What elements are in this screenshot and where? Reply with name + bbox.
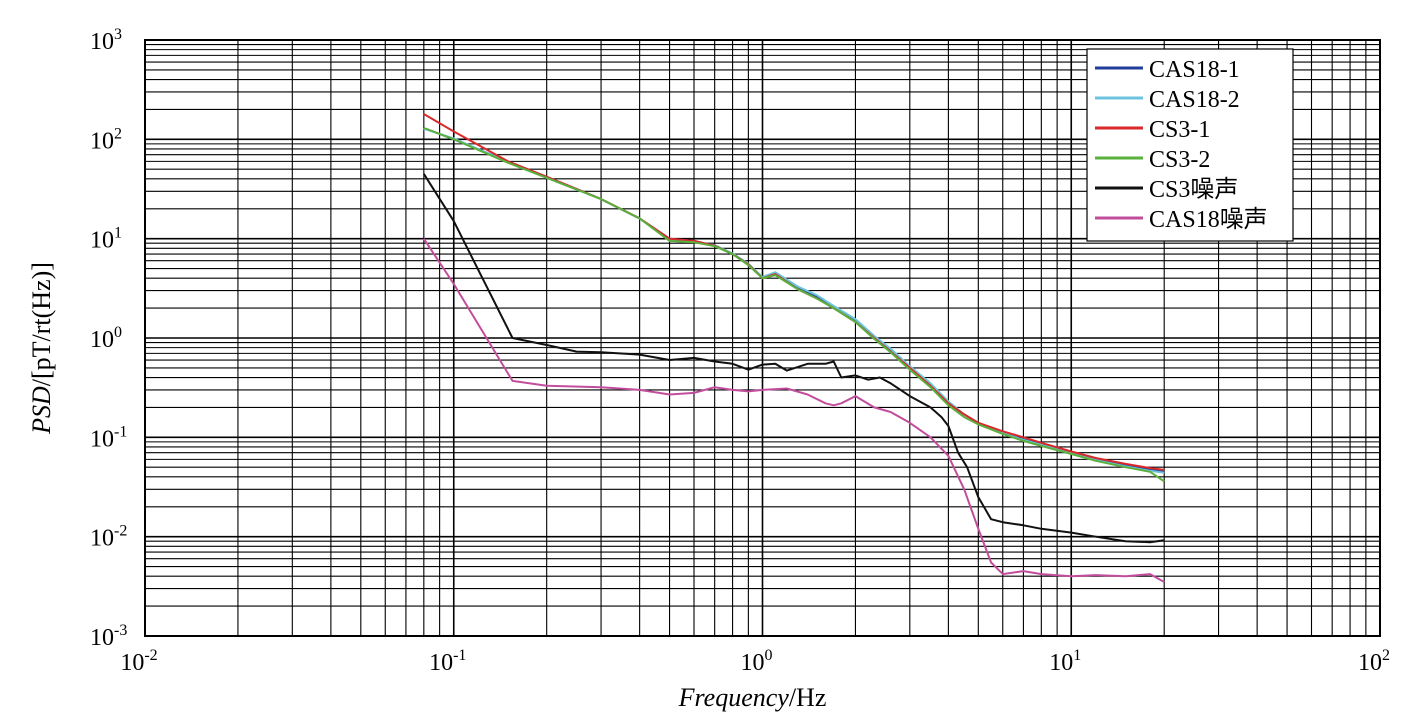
x-tick-label: 10-1 [429,647,466,676]
y-tick-label: 10-2 [90,523,127,552]
x-axis-title: Frequency/Hz [678,683,827,712]
y-tick-label: 103 [90,26,122,55]
plot-frame [144,39,1381,637]
axes: 10-2 10-1 100 101 10210310210110010-110-210-… [27,26,1390,712]
legend-label: CAS18噪声 [1149,206,1268,233]
y-axis-title: PSD/[pT/rt(Hz)] [27,262,56,435]
legend-label: CS3-1 [1149,117,1210,143]
legend: CAS18-1 CAS18-2 CS3-1 CS3-2 CS3噪声 CAS18噪声 [1086,48,1294,242]
series-cas18-2-line [423,127,1165,474]
y-tick-label: 10-3 [90,622,127,651]
x-tick-label: 101 [1049,647,1081,676]
legend-box [1086,48,1294,242]
series-cs3-1-line [423,113,1165,471]
legend-label: CAS18-1 [1149,57,1240,83]
x-tick-label: 102 [1358,647,1390,676]
legend-label: CS3-2 [1149,147,1210,173]
x-tick-label: 10-2 [120,647,157,676]
y-tick-label: 100 [90,324,122,353]
series-cs3-2-line [423,127,1165,483]
y-tick-label: 102 [90,125,122,154]
legend-label: CAS18-2 [1149,87,1240,113]
x-tick-label: 100 [741,647,773,676]
series-cas18-noise-line [422,238,1165,583]
y-tick-label: 101 [90,225,122,254]
series-lines [422,113,1165,583]
grid-lines [144,40,1380,637]
series-cas18-1-line [423,127,1165,473]
legend-label: CS3噪声 [1149,176,1238,203]
series-cs3-noise-line [422,173,1165,544]
y-tick-label: 10-1 [90,423,127,452]
